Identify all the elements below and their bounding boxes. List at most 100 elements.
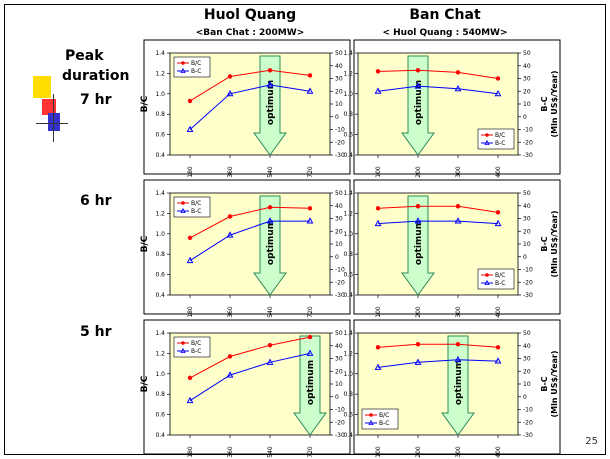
chart-panel-6hr-huol-quang: 0.4 0.6 0.8 1.0 1.2 1.4 -30 -20 -10 0 10 20 30 40 50 18… [140, 179, 351, 318]
right-axis-tick-label: 10 [523, 101, 531, 108]
x-axis-tick-label: 180 [187, 166, 194, 178]
left-axis-tick-label: 0.6 [155, 272, 165, 279]
data-point-b-minus-c [266, 81, 274, 88]
left-axis-tick-label: 0.4 [155, 292, 165, 299]
data-point-bc [187, 235, 193, 241]
legend: B/CB-C [477, 128, 515, 150]
data-point-bc [455, 342, 461, 347]
optimum-arrow [253, 55, 287, 156]
right-axis-tick-label: 30 [335, 216, 343, 223]
left-axis-tick-label: 1.0 [343, 231, 353, 238]
data-point-bc [267, 68, 273, 73]
y-axis-title-left: B/C [140, 235, 150, 252]
left-axis-tick-label: 1.0 [343, 91, 353, 98]
right-axis-tick-label: 50 [335, 330, 343, 337]
data-point-b-minus-c [306, 349, 314, 356]
data-point-bc [267, 343, 273, 348]
data-point-b-minus-c [186, 256, 194, 264]
x-axis-tick-label: 360 [227, 306, 234, 318]
series-line-bc [377, 205, 499, 213]
right-axis-tick-label: -10 [335, 267, 345, 274]
legend-marker [369, 413, 373, 417]
y-axis-title-left: B/C [140, 95, 150, 112]
x-axis-tick-label: 540 [267, 306, 274, 318]
x-axis-tick-label: 720 [307, 446, 314, 458]
right-axis-tick-label: -30 [523, 292, 533, 299]
x-axis-tick-label: 300 [455, 166, 462, 178]
right-axis-tick-label: 20 [523, 368, 531, 375]
x-axis-tick-label: 300 [455, 446, 462, 458]
legend-label: B/C [495, 272, 505, 279]
right-axis-tick-label: 10 [335, 241, 343, 248]
right-axis-tick-label: -30 [335, 432, 345, 439]
legend: B/CB-C [477, 268, 515, 290]
legend: B/CB-C [173, 336, 211, 358]
data-point-bc [415, 342, 421, 347]
right-axis-tick-label: 30 [523, 76, 531, 83]
data-point-b-minus-c [414, 82, 422, 89]
data-point-b-minus-c [414, 358, 422, 365]
column-subtitle-huol-quang: <Ban Chat : 200MW> [195, 28, 305, 38]
data-point-bc [307, 334, 313, 340]
left-axis-tick-label: 1.0 [155, 91, 165, 98]
right-axis-tick-label: 30 [335, 76, 343, 83]
data-point-b-minus-c [226, 89, 234, 97]
y-axis-title-right: B-C [540, 236, 549, 251]
optimum-label: optimum [414, 220, 424, 265]
right-axis-tick-label: 0 [335, 394, 339, 401]
x-axis-tick-label: 400 [495, 446, 502, 458]
legend-marker [180, 347, 186, 354]
chart-panel-5hr-ban-chat: 0.4 0.6 0.8 1.0 1.2 1.4 -30 -20 -10 0 10 20 30 40 50 10… [343, 319, 561, 458]
data-point-b-minus-c [494, 357, 502, 364]
data-point-bc [455, 70, 461, 75]
data-point-b-minus-c [454, 217, 462, 224]
right-axis-tick-label: 40 [335, 63, 343, 70]
right-axis-tick-label: -20 [523, 279, 533, 286]
row-label-7hr: 7 hr [80, 92, 112, 108]
decorative-line-horizontal [36, 123, 68, 124]
optimum-arrow [401, 55, 435, 156]
right-axis-tick-label: -20 [523, 139, 533, 146]
left-axis-tick-label: 1.4 [343, 190, 353, 197]
y-axis-unit-right: (Mln US$/Year) [550, 210, 559, 277]
optimum-label: optimum [306, 360, 316, 405]
left-axis-tick-label: 0.4 [343, 432, 353, 439]
y-axis-title-right: B-C [540, 96, 549, 111]
optimum-label: optimum [454, 360, 464, 405]
x-axis-tick-label: 180 [187, 306, 194, 318]
data-point-b-minus-c [414, 217, 422, 224]
data-point-bc [307, 73, 313, 78]
legend-marker [485, 133, 489, 137]
data-point-b-minus-c [374, 363, 382, 370]
right-axis-tick-label: 40 [523, 203, 531, 210]
data-point-b-minus-c [494, 89, 502, 97]
data-point-bc [495, 76, 501, 81]
left-axis-tick-label: 1.4 [155, 190, 165, 197]
left-axis-tick-label: 1.0 [155, 371, 165, 378]
right-axis-tick-label: -10 [335, 407, 345, 414]
right-axis-tick-label: 50 [523, 330, 531, 337]
x-axis-tick-label: 200 [415, 446, 422, 458]
right-axis-tick-label: 40 [335, 343, 343, 350]
row-label-6hr: 6 hr [80, 193, 112, 209]
legend: B/CB-C [361, 408, 399, 430]
data-point-b-minus-c [494, 219, 502, 227]
right-axis-tick-label: 30 [335, 356, 343, 363]
peak-label-line1: Peak [65, 48, 104, 64]
data-point-b-minus-c [226, 231, 234, 238]
right-axis-tick-label: 20 [335, 228, 343, 235]
y-axis-unit-right: (Mln US$/Year) [550, 70, 559, 137]
left-axis-tick-label: 0.6 [155, 412, 165, 419]
legend-marker [181, 61, 185, 65]
series-line-b-minus-c [189, 84, 311, 130]
left-axis-tick-label: 0.4 [343, 152, 353, 159]
right-axis-tick-label: -10 [523, 127, 533, 134]
left-axis-tick-label: 0.8 [155, 111, 165, 118]
optimum-label: optimum [266, 220, 276, 265]
right-axis-tick-label: 20 [523, 228, 531, 235]
x-axis-tick-label: 100 [375, 166, 382, 178]
optimum-label: optimum [266, 80, 276, 125]
left-axis-tick-label: 1.4 [343, 50, 353, 57]
data-point-b-minus-c [266, 358, 274, 365]
right-axis-tick-label: 50 [335, 50, 343, 57]
